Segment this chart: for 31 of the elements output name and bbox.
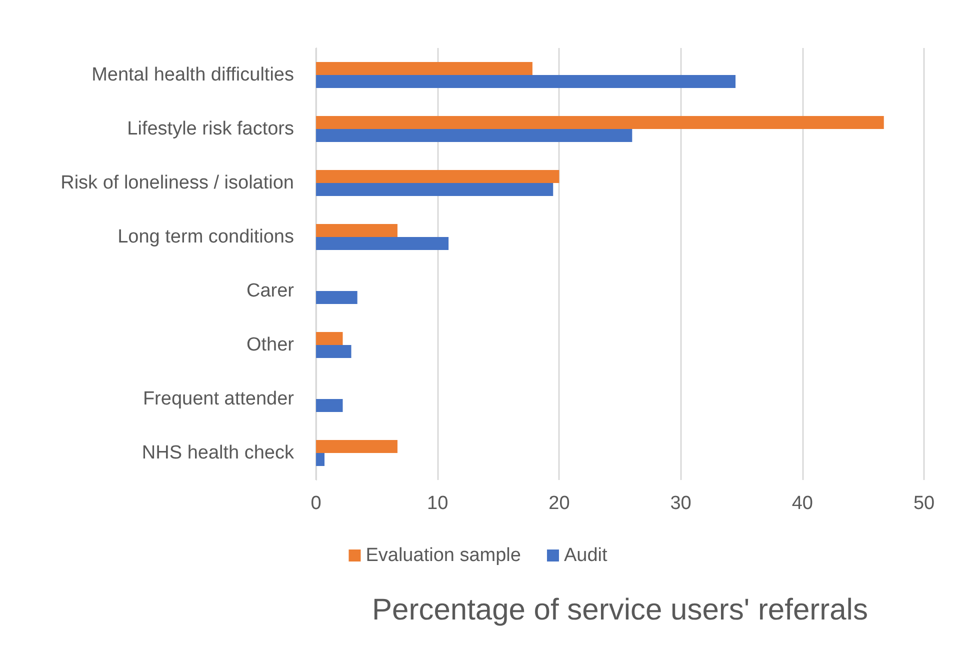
x-axis-title: Percentage of service users' referrals <box>372 594 868 626</box>
y-tick-label: Risk of loneliness / isolation <box>60 172 294 194</box>
y-tick-label: NHS health check <box>142 442 294 464</box>
x-tick-label: 40 <box>792 493 813 514</box>
bar <box>316 399 343 412</box>
bar <box>316 345 352 358</box>
x-tick-label: 20 <box>548 493 570 514</box>
bar <box>316 237 449 250</box>
bar <box>316 116 884 129</box>
bar <box>316 453 325 466</box>
bar <box>316 170 560 183</box>
legend-label: Audit <box>564 545 608 566</box>
y-tick-label: Other <box>246 334 295 356</box>
bar <box>316 183 554 196</box>
bar <box>316 224 398 237</box>
bar <box>316 291 358 304</box>
bar <box>316 129 632 142</box>
x-tick-label: 30 <box>670 493 692 514</box>
x-tick-label: 10 <box>427 493 448 514</box>
y-tick-label: Carer <box>246 280 295 302</box>
y-tick-label: Mental health difficulties <box>92 64 294 86</box>
x-tick-label: 0 <box>310 493 322 514</box>
x-tick-label: 50 <box>913 493 935 514</box>
bar <box>316 332 343 345</box>
y-tick-label: Lifestyle risk factors <box>127 118 294 140</box>
y-tick-label: Frequent attender <box>142 388 295 410</box>
legend-label: Evaluation sample <box>366 545 521 566</box>
bar <box>316 440 398 453</box>
y-tick-label: Long term conditions <box>118 226 294 248</box>
bar <box>316 75 736 88</box>
bar <box>316 62 532 75</box>
